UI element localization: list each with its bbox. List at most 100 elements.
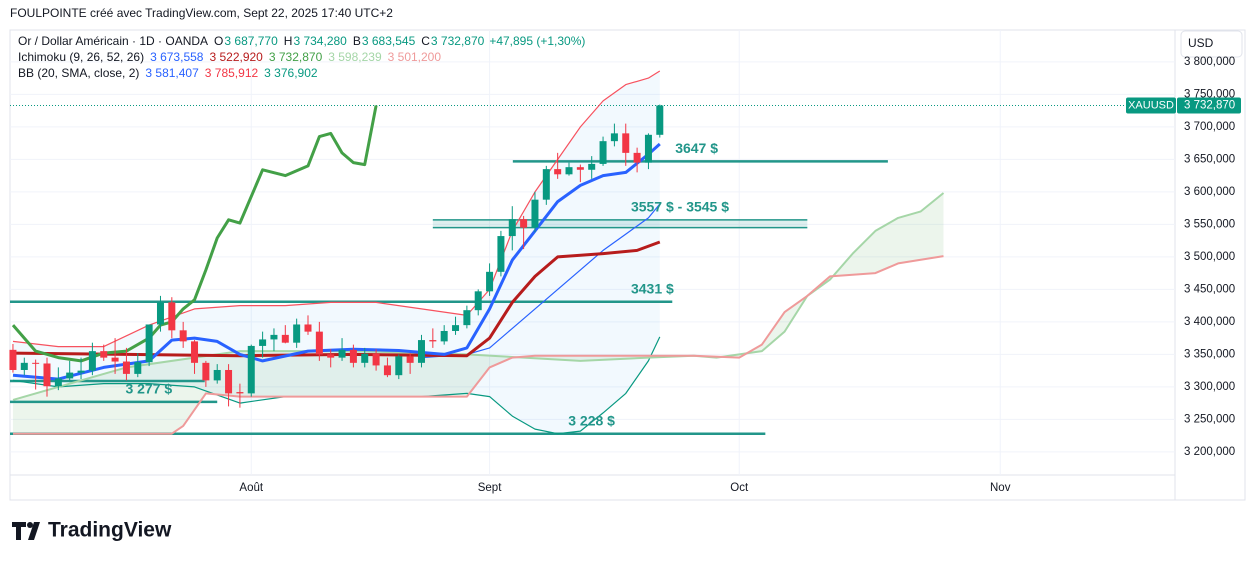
candle-body xyxy=(88,351,96,371)
candle-body xyxy=(20,362,28,370)
legend-item: O xyxy=(214,34,223,48)
candle-body xyxy=(361,353,369,363)
level-label: 3557 $ - 3545 $ xyxy=(631,199,729,215)
legend-item: 3 581,407 xyxy=(145,66,199,80)
legend-layer: Or / Dollar Américain · 1D · OANDA O3 687… xyxy=(18,34,585,80)
candle-body xyxy=(622,133,630,153)
candle-body xyxy=(191,341,199,363)
candle-body xyxy=(440,330,448,342)
indicator-line xyxy=(11,105,378,363)
legend-row: BB (20, SMA, close, 2) 3 581,407 3 785,912… xyxy=(18,66,318,80)
candle-body xyxy=(656,105,664,135)
y-tick-label: 3 800,000 xyxy=(1184,56,1235,68)
legend-item: 3 732,870 xyxy=(269,50,323,64)
candle-body xyxy=(43,363,51,387)
level-label: 3647 $ xyxy=(675,140,718,156)
x-tick-label: Août xyxy=(239,482,263,494)
x-tick-label: Sept xyxy=(478,482,502,494)
legend-item: 3 734,280 xyxy=(293,34,347,48)
level-label: 3 228 $ xyxy=(568,412,615,428)
y-tick-label: 3 750,000 xyxy=(1184,88,1235,100)
candle-body xyxy=(372,353,380,366)
candle-body xyxy=(54,378,62,387)
candle-body xyxy=(508,219,516,237)
candle-body xyxy=(474,291,482,311)
candle-body xyxy=(497,236,505,272)
candle-body xyxy=(213,369,221,381)
legend-item: H xyxy=(284,34,293,48)
candle-body xyxy=(452,325,460,331)
y-tick-label: 3 350,000 xyxy=(1184,348,1235,360)
candle-body xyxy=(111,357,119,362)
candle-body xyxy=(134,362,142,374)
x-tick-label: Oct xyxy=(730,482,749,494)
y-tick-label: 3 450,000 xyxy=(1184,283,1235,295)
candle-body xyxy=(486,271,494,292)
chart-frame xyxy=(9,29,1246,501)
candle-body xyxy=(77,370,85,373)
labels-layer: 3 200,000 3 250,000 3 300,000 3 350,000 3 40… xyxy=(125,56,1241,494)
legend-item: C xyxy=(421,34,430,48)
candle-body xyxy=(66,372,74,379)
candle-body xyxy=(122,361,130,374)
candle-body xyxy=(576,167,584,170)
legend-item: 3 732,870 xyxy=(431,34,485,48)
candle-body xyxy=(202,362,210,381)
level-label: 3431 $ xyxy=(631,280,674,296)
legend-item: 3 376,902 xyxy=(264,66,318,80)
symbol-tag-text: XAUUSD xyxy=(1128,99,1174,111)
legend-item: Or / Dollar Américain · 1D · OANDA xyxy=(18,34,208,48)
legend-item: 3 501,200 xyxy=(388,50,442,64)
legend-item: 3 687,770 xyxy=(224,34,278,48)
y-tick-label: 3 600,000 xyxy=(1184,186,1235,198)
y-tick-label: 3 250,000 xyxy=(1184,413,1235,425)
indicator-line xyxy=(13,255,944,435)
candle-body xyxy=(293,324,301,343)
indicator-line xyxy=(12,142,661,381)
y-tick-label: 3 300,000 xyxy=(1184,381,1235,393)
candle-body xyxy=(349,349,357,363)
legend-row: Or / Dollar Américain · 1D · OANDA O3 687… xyxy=(18,34,585,48)
y-tick-label: 3 650,000 xyxy=(1184,153,1235,165)
legend-item: 3 673,558 xyxy=(150,50,204,64)
indicator-line xyxy=(421,203,661,359)
candle-body xyxy=(383,365,391,376)
bollinger-fill xyxy=(12,71,660,434)
candle-body xyxy=(565,167,573,175)
legend-item: +47,895 (+1,30%) xyxy=(489,34,585,48)
indicator-line xyxy=(12,240,661,358)
indicator-line xyxy=(12,336,661,435)
currency-button[interactable] xyxy=(1180,30,1243,58)
legend-item: B xyxy=(353,34,361,48)
candle-body xyxy=(247,345,255,394)
level-zone xyxy=(432,219,808,228)
candle-body xyxy=(236,392,244,394)
candle-body xyxy=(327,354,335,358)
candle-body xyxy=(259,339,267,346)
candle-body xyxy=(463,310,471,326)
brand: TradingView xyxy=(48,519,172,542)
level-label: 3 277 $ xyxy=(125,381,172,397)
candle-body xyxy=(599,141,607,164)
candle-body xyxy=(644,134,652,163)
candle-body xyxy=(406,356,414,363)
legend-item: 3 522,920 xyxy=(209,50,263,64)
brand-logo xyxy=(12,522,40,540)
legend-item: Ichimoku (9, 26, 52, 26) xyxy=(18,50,144,64)
grid-layer xyxy=(10,30,1175,475)
y-tick-label: 3 550,000 xyxy=(1184,218,1235,230)
legend-item: BB (20, SMA, close, 2) xyxy=(18,66,139,80)
candle-body xyxy=(145,324,153,363)
candle-body xyxy=(531,199,539,228)
candle-body xyxy=(100,351,108,358)
indicator-line xyxy=(12,192,945,401)
candle-body xyxy=(9,349,17,370)
candle-body xyxy=(338,349,346,358)
y-tick-label: 3 500,000 xyxy=(1184,251,1235,263)
candle-body xyxy=(610,133,618,142)
legend-row: Ichimoku (9, 26, 52, 26) 3 673,558 3 522,9… xyxy=(18,50,441,64)
symbol-tag xyxy=(1126,97,1176,114)
legend-item: 3 683,545 xyxy=(362,34,416,48)
candle-body xyxy=(395,356,403,376)
